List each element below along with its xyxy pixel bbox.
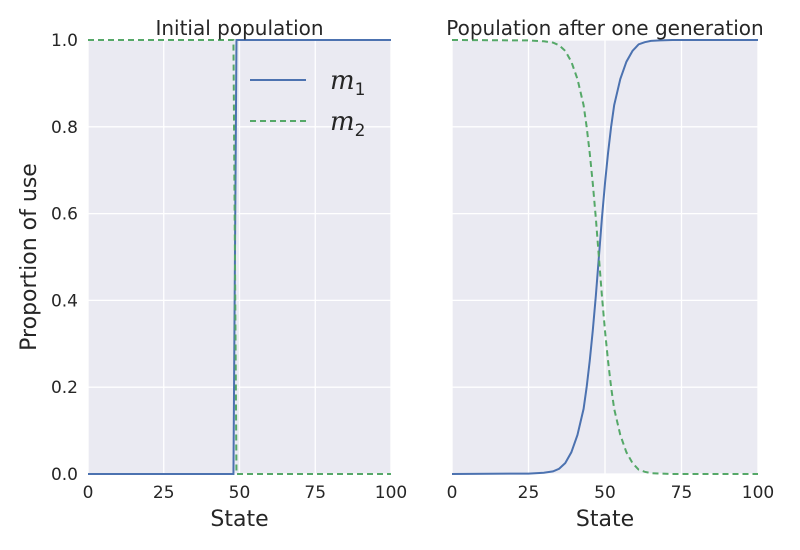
xtick-label: 25 — [518, 483, 540, 503]
ytick-label: 0.2 — [51, 378, 78, 398]
xtick-label: 25 — [153, 483, 175, 503]
xtick-label: 100 — [742, 483, 774, 503]
xlabel-generation: State — [576, 507, 634, 532]
xtick-label: 100 — [375, 483, 407, 503]
title-generation: Population after one generation — [446, 16, 763, 40]
panel-initial-population: Initial population 0 25 50 75 100 0.0 0.… — [17, 16, 407, 532]
xtick-label: 50 — [594, 483, 616, 503]
xlabel-initial: State — [210, 507, 268, 532]
xtick-label: 0 — [83, 483, 94, 503]
xtick-label: 75 — [671, 483, 693, 503]
xtick-label: 50 — [229, 483, 251, 503]
yticks-initial: 0.0 0.2 0.4 0.6 0.8 1.0 — [51, 31, 78, 485]
ytick-label: 0.6 — [51, 205, 78, 225]
xtick-label: 0 — [447, 483, 458, 503]
title-initial: Initial population — [155, 16, 323, 40]
xticks-initial: 0 25 50 75 100 — [83, 483, 408, 503]
ytick-label: 0.4 — [51, 291, 78, 311]
ytick-label: 1.0 — [51, 31, 78, 51]
ylabel: Proportion of use — [17, 163, 42, 351]
ytick-label: 0.8 — [51, 118, 78, 138]
xtick-label: 75 — [304, 483, 326, 503]
panel-after-one-generation: Population after one generation 0 25 50 … — [446, 16, 774, 532]
xticks-generation: 0 25 50 75 100 — [447, 483, 775, 503]
ytick-label: 0.0 — [51, 465, 78, 485]
